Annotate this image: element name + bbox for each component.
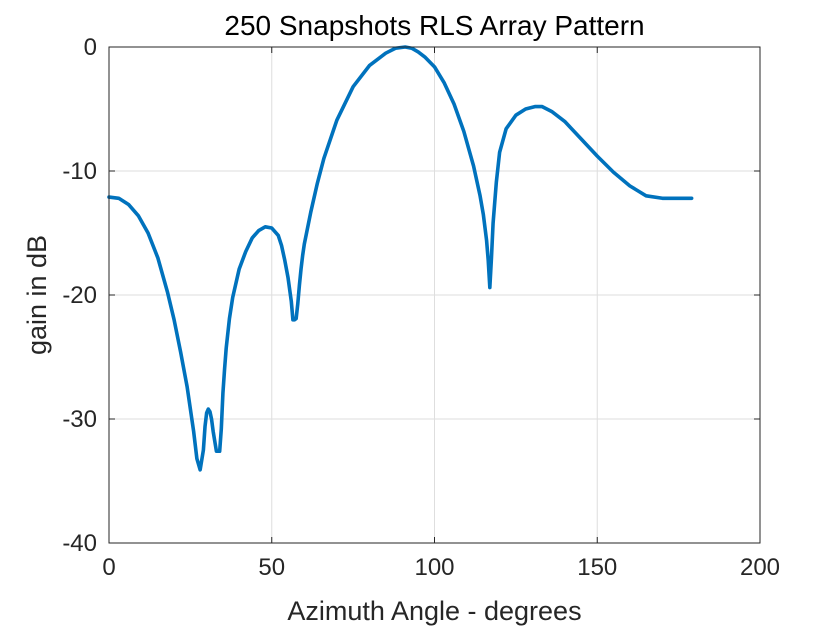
- series-layer: [107, 45, 694, 472]
- y-tick-label: -30: [62, 406, 97, 433]
- y-tick-label: 0: [84, 34, 97, 61]
- y-tick-label: -20: [62, 282, 97, 309]
- x-tick-label: 150: [577, 554, 617, 581]
- grid-layer: [109, 47, 760, 543]
- y-tick-label: -40: [62, 530, 97, 557]
- x-tick-label: 100: [414, 554, 454, 581]
- x-tick-label: 50: [258, 554, 285, 581]
- y-tick-label: -10: [62, 158, 97, 185]
- chart-title: 250 Snapshots RLS Array Pattern: [224, 10, 644, 41]
- series-line: [107, 45, 694, 472]
- x-tick-label: 200: [740, 554, 780, 581]
- y-axis-label: gain in dB: [22, 235, 52, 355]
- tick-layer: 0 50 100 150 200 0 -10 -20 -30 -40: [62, 34, 780, 581]
- x-axis-label: Azimuth Angle - degrees: [287, 596, 581, 626]
- x-tick-label: 0: [102, 554, 115, 581]
